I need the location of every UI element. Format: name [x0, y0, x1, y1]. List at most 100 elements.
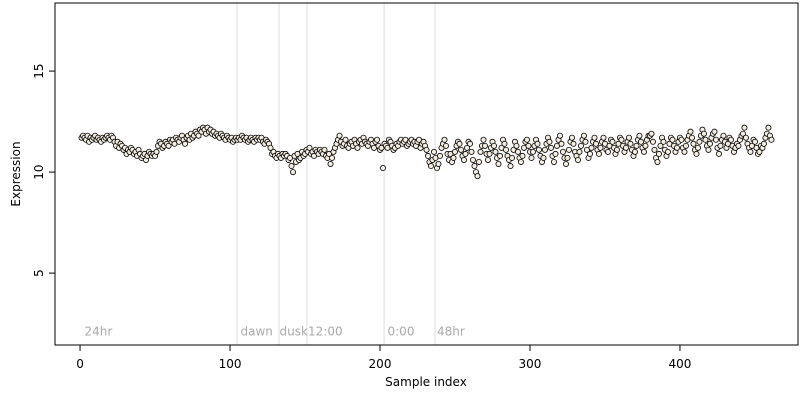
data-point: [529, 148, 536, 155]
x-tick-label: 200: [369, 357, 392, 371]
data-point: [540, 154, 547, 161]
y-tick-label: 15: [32, 63, 46, 78]
data-point: [622, 144, 629, 151]
data-point: [595, 150, 602, 157]
point-group: [78, 124, 775, 180]
data-point: [374, 136, 381, 143]
x-tick-label: 400: [669, 357, 692, 371]
y-tick-label: 10: [32, 164, 46, 179]
data-point: [466, 140, 473, 147]
y-tick-label: 5: [32, 269, 46, 277]
data-point: [423, 146, 430, 153]
data-point: [618, 136, 625, 143]
data-point: [649, 138, 656, 145]
data-point: [700, 130, 707, 137]
data-point: [711, 128, 718, 135]
data-point: [682, 142, 689, 149]
data-point: [604, 148, 611, 155]
data-point: [637, 138, 644, 145]
data-point: [486, 150, 493, 157]
data-point: [565, 146, 572, 153]
data-point: [550, 158, 557, 165]
data-point: [564, 154, 571, 161]
data-point: [484, 156, 491, 163]
data-point: [535, 146, 542, 153]
data-point: [290, 169, 297, 176]
data-point: [558, 140, 565, 147]
data-point: [597, 144, 604, 151]
data-point: [462, 150, 469, 157]
data-point: [636, 132, 643, 139]
data-point: [586, 150, 593, 157]
data-point: [457, 146, 464, 153]
data-point: [706, 140, 713, 147]
data-point: [742, 134, 749, 141]
data-point: [517, 158, 524, 165]
data-point: [741, 124, 748, 131]
data-point: [492, 148, 499, 155]
data-point: [547, 144, 554, 151]
data-point: [424, 152, 431, 159]
data-point: [471, 163, 478, 170]
data-point: [435, 161, 442, 168]
annotation: dawn: [241, 325, 273, 339]
data-point: [329, 154, 336, 161]
data-point: [480, 136, 487, 143]
data-point: [541, 146, 548, 153]
x-tick-label: 100: [219, 357, 242, 371]
data-point: [655, 150, 662, 157]
data-point: [165, 142, 172, 149]
data-point: [306, 144, 313, 151]
data-point: [182, 140, 189, 147]
data-point: [648, 130, 655, 137]
data-point: [288, 163, 295, 170]
data-point: [751, 138, 758, 145]
annotation: 24hr: [85, 325, 113, 339]
data-point: [600, 134, 607, 141]
data-point: [576, 148, 583, 155]
data-point: [501, 140, 508, 147]
data-point: [693, 150, 700, 157]
data-point: [534, 140, 541, 147]
data-point: [640, 148, 647, 155]
data-point: [463, 144, 470, 151]
annotation: dusk: [280, 325, 308, 339]
data-point: [633, 142, 640, 149]
data-point: [588, 144, 595, 151]
data-point: [513, 142, 520, 149]
data-point: [717, 142, 724, 149]
data-point: [481, 142, 488, 149]
data-point: [523, 136, 530, 143]
data-point: [495, 161, 502, 168]
data-point: [342, 136, 349, 143]
data-point: [613, 146, 620, 153]
y-axis-label: Expression: [9, 141, 23, 206]
data-point: [580, 132, 587, 139]
data-point: [456, 140, 463, 147]
data-point: [436, 152, 443, 159]
data-point: [468, 148, 475, 155]
data-point: [469, 156, 476, 163]
annotation: 12:00: [308, 325, 343, 339]
data-point: [609, 138, 616, 145]
data-point: [514, 148, 521, 155]
data-point: [694, 144, 701, 151]
data-point: [702, 136, 709, 143]
data-point: [747, 148, 754, 155]
data-point: [678, 136, 685, 143]
data-point: [507, 163, 514, 170]
data-point: [627, 140, 634, 147]
data-point: [625, 134, 632, 141]
data-point: [705, 146, 712, 153]
data-point: [327, 161, 334, 168]
data-point: [474, 173, 481, 180]
data-point: [477, 148, 484, 155]
data-point: [660, 138, 667, 145]
data-point: [765, 124, 772, 131]
data-point: [430, 148, 437, 155]
data-point: [195, 132, 202, 139]
data-point: [669, 136, 676, 143]
